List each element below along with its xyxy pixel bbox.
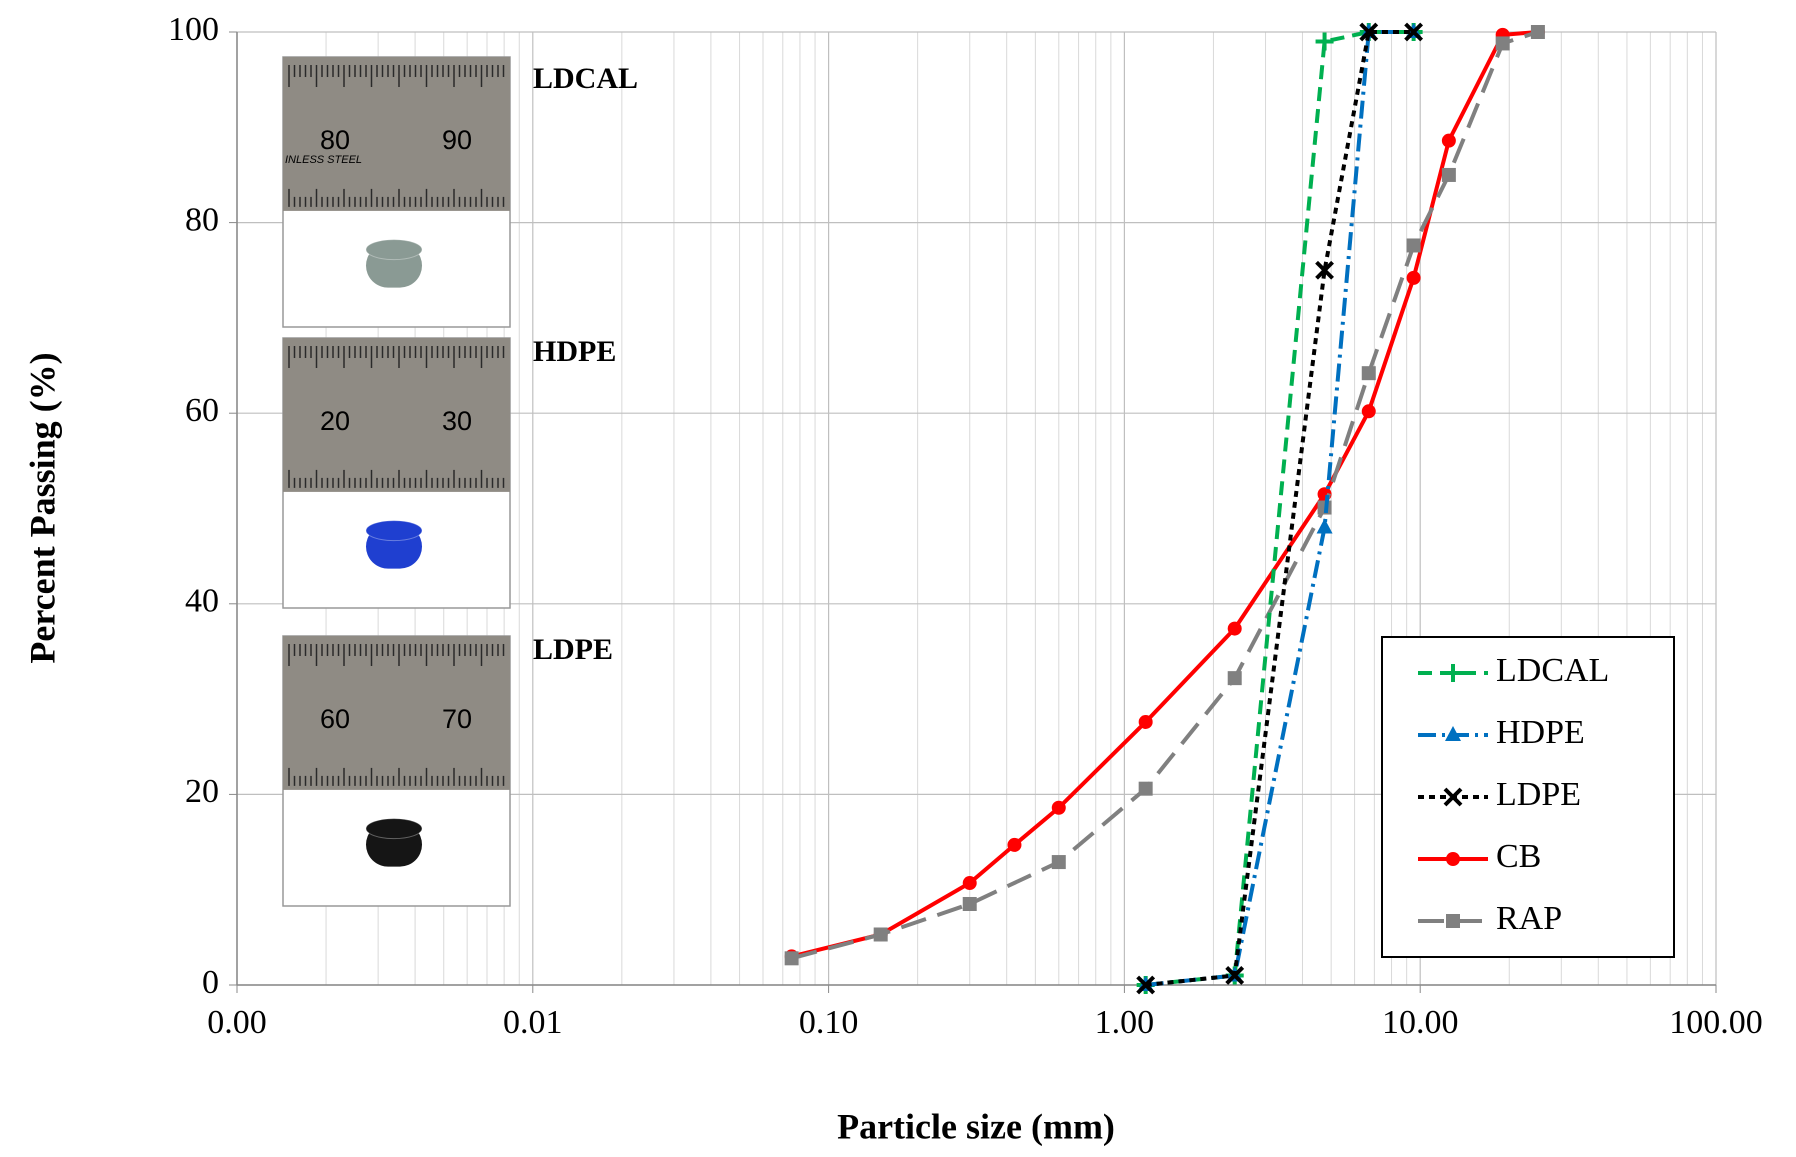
- x-tick-label: 100.00: [1669, 1004, 1763, 1041]
- x-tick-label: 1.00: [1095, 1004, 1155, 1041]
- ruler: [283, 636, 510, 790]
- marker: [1051, 855, 1066, 870]
- legend-label: LDCAL: [1496, 652, 1609, 689]
- marker: [1361, 366, 1376, 381]
- pellet-top: [365, 818, 423, 840]
- legend-marker: [1444, 664, 1462, 682]
- y-tick-label: 40: [185, 583, 219, 620]
- x-tick-label: 10.00: [1382, 1004, 1459, 1041]
- series-line: [791, 30, 1539, 961]
- series-line: [1145, 30, 1414, 987]
- pellet-top: [365, 520, 423, 542]
- inset-label: HDPE: [533, 335, 616, 368]
- legend-marker: [1443, 787, 1463, 807]
- legend-label: CB: [1496, 838, 1541, 875]
- inset-photo: 80 90 INLESS STEEL: [282, 56, 511, 328]
- ruler: [283, 338, 510, 492]
- ruler-number: 70: [442, 704, 472, 734]
- y-tick-label: 100: [168, 11, 219, 48]
- marker: [1359, 22, 1379, 42]
- y-tick-label: 0: [202, 964, 219, 1001]
- marker: [1530, 25, 1545, 39]
- ruler-number: 80: [320, 125, 350, 155]
- marker: [1361, 404, 1376, 419]
- ruler-number: 90: [442, 125, 472, 155]
- x-axis-label: Particle size (mm): [837, 1106, 1115, 1146]
- marker: [1227, 621, 1242, 636]
- ruler-stamp: INLESS STEEL: [285, 154, 362, 166]
- y-tick-label: 20: [185, 773, 219, 810]
- marker: [1136, 975, 1156, 995]
- ruler-number: 30: [442, 406, 472, 436]
- ruler-number: 60: [320, 704, 350, 734]
- legend-marker: [1446, 852, 1460, 866]
- y-tick-label: 60: [185, 392, 219, 429]
- ruler: [283, 57, 510, 211]
- legend: LDCAL HDPE LDPE CB RAP: [1381, 636, 1675, 958]
- marker: [873, 927, 888, 942]
- inset-photo: 20 30: [282, 337, 511, 609]
- marker: [1138, 714, 1153, 729]
- marker: [1441, 133, 1456, 148]
- legend-marker: [1445, 726, 1461, 741]
- marker: [1404, 22, 1424, 42]
- x-tick-label: 0.01: [503, 1004, 563, 1041]
- legend-label: HDPE: [1496, 714, 1585, 751]
- marker: [1225, 966, 1245, 985]
- inset-label: LDCAL: [533, 62, 638, 95]
- inset-photo: 60 70: [282, 635, 511, 907]
- marker: [1227, 671, 1242, 686]
- marker: [1495, 36, 1510, 51]
- marker: [1315, 260, 1334, 280]
- ruler-number: 20: [320, 406, 350, 436]
- marker: [962, 896, 977, 911]
- marker: [1138, 781, 1153, 796]
- inset-label: LDPE: [533, 633, 613, 666]
- marker: [1007, 837, 1022, 852]
- marker: [1406, 238, 1421, 253]
- marker: [1316, 518, 1333, 534]
- x-tick-label: 0.10: [799, 1004, 859, 1041]
- legend-label: RAP: [1496, 900, 1562, 937]
- marker: [1051, 800, 1066, 815]
- marker: [1315, 32, 1334, 51]
- y-axis-label: Percent Passing (%): [22, 352, 62, 663]
- legend-marker: [1446, 914, 1460, 928]
- marker: [962, 876, 977, 891]
- marker: [1441, 167, 1456, 182]
- marker: [1406, 270, 1421, 285]
- marker: [784, 951, 799, 966]
- y-tick-label: 80: [185, 201, 219, 238]
- pellet-top: [365, 239, 423, 261]
- series-line: [1145, 30, 1414, 987]
- legend-label: LDPE: [1496, 776, 1581, 813]
- x-tick-label: 0.00: [207, 1004, 267, 1041]
